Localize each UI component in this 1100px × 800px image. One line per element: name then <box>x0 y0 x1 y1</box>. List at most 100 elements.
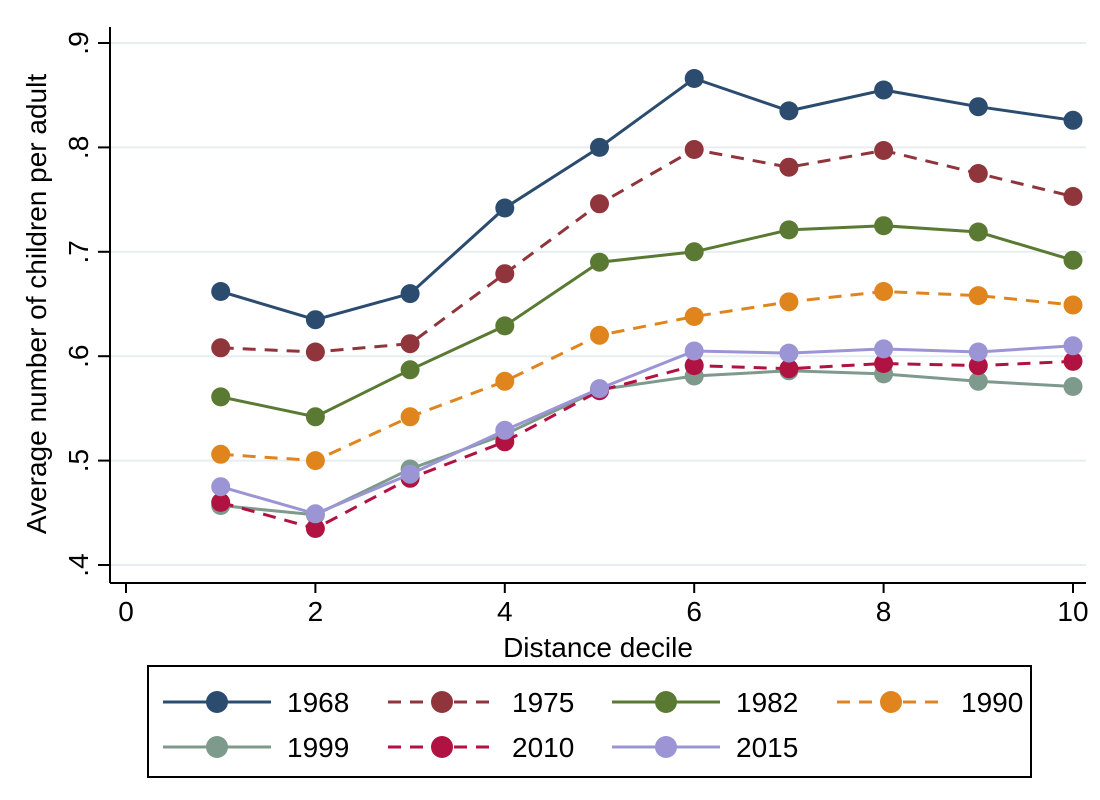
y-tick-label: .5 <box>63 449 94 472</box>
y-tick-label: .4 <box>63 553 94 576</box>
legend: 1968 1975 1982 1990 1999 2010 2015 <box>147 665 1032 778</box>
series-2010 <box>211 351 1083 538</box>
data-point-1968 <box>590 137 609 157</box>
legend-marker-1990 <box>880 691 902 713</box>
legend-box <box>147 665 1032 778</box>
legend-entry-1975: 1975 <box>388 687 574 718</box>
data-point-1982 <box>874 216 894 236</box>
data-point-1982 <box>590 252 609 272</box>
data-point-1990 <box>495 371 515 391</box>
data-point-2015 <box>968 342 988 362</box>
data-point-2015 <box>305 504 325 524</box>
data-point-1982 <box>684 242 704 262</box>
data-point-1990 <box>305 451 325 471</box>
data-point-1982 <box>211 387 231 407</box>
x-axis-title: Distance decile <box>503 632 693 663</box>
data-point-2015 <box>590 379 609 399</box>
data-point-1975 <box>779 157 799 177</box>
data-point-1975 <box>495 264 515 284</box>
data-point-1990 <box>590 325 609 345</box>
legend-entry-1999: 1999 <box>163 732 349 763</box>
data-point-1990 <box>400 407 420 427</box>
data-point-1982 <box>968 222 988 242</box>
y-tick-label: .7 <box>63 240 94 263</box>
data-point-2010 <box>874 354 894 373</box>
data-point-1990 <box>968 286 988 306</box>
data-point-1999 <box>1063 377 1083 396</box>
data-point-1975 <box>590 194 609 214</box>
legend-entry-1990: 1990 <box>837 687 1023 718</box>
series-2015 <box>211 336 1083 524</box>
series-line-1968 <box>220 76 1074 322</box>
legend-label-2015: 2015 <box>736 732 798 763</box>
legend-entry-1968: 1968 <box>163 687 349 718</box>
data-point-2015 <box>495 420 515 440</box>
data-point-1982 <box>1063 250 1083 270</box>
y-tick-label: .6 <box>63 345 94 368</box>
data-point-1990 <box>211 444 231 464</box>
data-point-2010 <box>779 359 799 379</box>
data-point-1990 <box>684 307 704 326</box>
x-tick-label: 4 <box>497 596 513 627</box>
x-tick-label: 8 <box>876 596 892 627</box>
data-point-1975 <box>211 338 231 358</box>
data-point-2015 <box>400 464 420 484</box>
data-point-1982 <box>305 407 325 427</box>
data-point-1968 <box>968 97 988 117</box>
legend-entry-2015: 2015 <box>612 732 798 763</box>
data-point-1990 <box>779 292 799 312</box>
data-point-1968 <box>779 101 799 121</box>
data-point-2015 <box>779 343 799 363</box>
data-point-1968 <box>495 198 515 218</box>
data-point-2010 <box>1063 351 1083 371</box>
data-point-2015 <box>874 339 894 359</box>
data-point-1982 <box>779 220 799 240</box>
data-point-2015 <box>211 477 231 497</box>
legend-label-1990: 1990 <box>961 687 1023 718</box>
legend-marker-1982 <box>655 691 677 713</box>
series-line-1990 <box>220 289 1074 463</box>
series-1968 <box>211 69 1083 330</box>
x-tick-label: 6 <box>686 596 702 627</box>
data-point-1975 <box>874 141 894 160</box>
plot-area: .4 .5 .6 .7 .8 .9 0 2 4 6 8 10 <box>63 27 1089 627</box>
series-line-1982 <box>220 224 1074 419</box>
x-tick-label: 10 <box>1057 596 1088 627</box>
legend-label-1999: 1999 <box>287 732 349 763</box>
y-tick-label: .9 <box>63 31 94 54</box>
data-point-1968 <box>400 284 420 304</box>
legend-marker-1968 <box>206 691 228 713</box>
data-point-1975 <box>968 164 988 183</box>
series-line-1999 <box>220 369 1074 517</box>
x-tick-label: 2 <box>308 596 324 627</box>
y-axis-title: Average number of children per adult <box>21 74 52 534</box>
legend-label-1982: 1982 <box>736 687 798 718</box>
data-point-2015 <box>1063 336 1083 356</box>
data-point-1968 <box>305 310 325 330</box>
legend-entry-1982: 1982 <box>612 687 798 718</box>
series-1990 <box>211 282 1083 471</box>
data-point-1968 <box>874 80 894 100</box>
data-point-1990 <box>874 282 894 301</box>
x-tick-label: 0 <box>118 596 134 627</box>
legend-marker-1999 <box>206 736 228 758</box>
legend-label-1975: 1975 <box>512 687 574 718</box>
legend-marker-2015 <box>655 736 677 758</box>
legend-marker-2010 <box>431 736 453 758</box>
series-1975 <box>211 140 1083 362</box>
data-point-2010 <box>684 356 704 376</box>
data-point-1975 <box>305 342 325 362</box>
legend-label-1968: 1968 <box>287 687 349 718</box>
data-point-2010 <box>305 519 325 538</box>
data-point-1968 <box>211 282 231 301</box>
data-point-1975 <box>1063 187 1083 206</box>
data-point-1990 <box>1063 295 1083 315</box>
data-point-1982 <box>495 316 515 336</box>
y-tick-label: .8 <box>63 136 94 159</box>
series-line-2010 <box>220 359 1074 531</box>
data-point-1975 <box>400 334 420 354</box>
data-point-1975 <box>684 140 704 159</box>
series-1982 <box>211 216 1083 427</box>
